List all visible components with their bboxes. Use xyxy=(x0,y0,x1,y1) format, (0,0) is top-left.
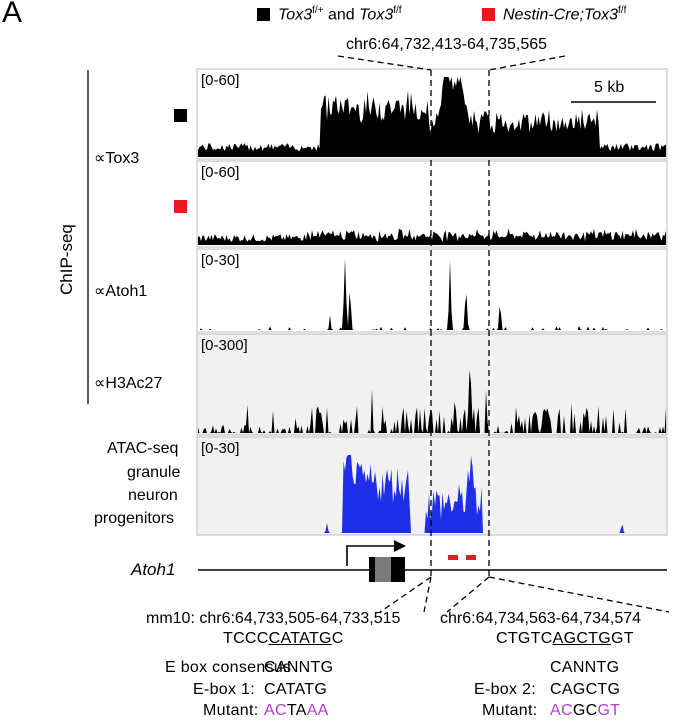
ebox1-mutant-label: Mutant: xyxy=(203,702,259,719)
ebox2-mut-part-2: GC xyxy=(572,702,598,719)
ebox1-seq-prefix: TCCC xyxy=(223,630,269,647)
range-label-h3ac27: [0-300] xyxy=(201,337,248,354)
signal-h3ac27 xyxy=(198,370,666,433)
consensus-motif: CANNTG xyxy=(264,659,334,676)
dashed-region-lines xyxy=(337,55,670,613)
ebox1-label: E-box 1: xyxy=(193,681,255,698)
track-label-atac-4: progenitors xyxy=(94,510,175,527)
mutant-marker xyxy=(174,200,187,213)
track-label-atoh1: ∝Atoh1 xyxy=(94,283,148,300)
ebox2-label: E-box 2: xyxy=(474,681,536,698)
atoh1-gene-model xyxy=(198,540,667,582)
ebox2-mut-part-3: GT xyxy=(597,702,621,719)
ebox2-seq-motif: AGCTG xyxy=(552,630,611,647)
legend-swatch-mutant xyxy=(482,8,495,21)
range-label-tox3-mutant: [0-60] xyxy=(201,164,240,181)
ebox1-sequence: TCCCCATATGC xyxy=(223,630,344,648)
ebox1-mut-part-2: TA xyxy=(286,702,307,719)
legend-mutant-label: Nestin-Cre;Tox3f/f xyxy=(503,5,626,24)
track-label-tox3: ∝Tox3 xyxy=(94,150,140,167)
gene-name-text: Atoh1 xyxy=(131,560,176,579)
legend-genotype-a: Tox3 xyxy=(278,6,313,24)
ebox2-sequence: CTGTCAGCTGGT xyxy=(496,630,634,648)
track-label-atac-3: neuron xyxy=(128,487,178,504)
legend-control-label: Tox3f/+ and Tox3f/f xyxy=(278,5,402,24)
legend-swatch-control xyxy=(257,8,270,21)
ebox1-coordinates: mm10: chr6:64,733,505-64,733,515 xyxy=(146,610,401,627)
signal-tox3-mutant xyxy=(198,228,666,245)
track-frame-tox3-mutant xyxy=(196,160,668,248)
panel-label: A xyxy=(2,0,23,29)
chipseq-group-label: ChIP-seq xyxy=(57,224,76,295)
consensus-label: E box consensus xyxy=(165,659,292,676)
control-marker xyxy=(174,109,187,122)
ebox1-seq-motif: CATATG xyxy=(268,630,332,647)
signal-atac xyxy=(198,455,666,533)
legend-and: and xyxy=(323,6,360,24)
range-label-tox3-control: [0-60] xyxy=(201,72,240,89)
ebox1-mutant-seq: ACTAAA xyxy=(264,702,329,720)
ebox1-mut-part-3: AA xyxy=(306,702,329,719)
ebox2-marker xyxy=(466,555,476,560)
signal-tox3-control xyxy=(198,77,666,157)
track-label-h3ac27: ∝H3Ac27 xyxy=(94,375,163,392)
legend-mutant-sup: f/f xyxy=(618,5,627,16)
consensus-motif-2: CANNTG xyxy=(550,659,620,676)
exon-utr xyxy=(375,557,391,582)
range-label-atac: [0-30] xyxy=(201,440,240,457)
ebox1-motif: CATATG xyxy=(264,681,328,698)
gene-name: Atoh1 xyxy=(131,560,175,580)
ebox1-mut-part-1: AC xyxy=(264,702,287,719)
exon-left-cap xyxy=(369,557,375,582)
range-label-atoh1: [0-30] xyxy=(201,252,240,269)
legend-genotype-a-sup: f/+ xyxy=(312,5,324,16)
track-label-atac-1: ATAC-seq xyxy=(107,440,179,457)
exon-cds xyxy=(391,557,405,582)
ebox2-coordinates: chr6:64,734,563-64,734,574 xyxy=(440,610,642,627)
ebox2-seq-prefix: CTGTC xyxy=(496,630,553,647)
scale-bar-label: 5 kb xyxy=(594,79,625,96)
legend-genotype-b: Tox3 xyxy=(359,6,394,24)
ebox1-seq-suffix: C xyxy=(331,630,344,647)
ebox2-mutant-seq: ACGCGT xyxy=(550,702,620,720)
legend-mutant-genotype: Nestin-Cre;Tox3 xyxy=(503,6,619,24)
tss-arrow xyxy=(346,545,398,566)
region-coordinates: chr6:64,732,413-64,735,565 xyxy=(346,36,548,53)
legend-genotype-b-sup: f/f xyxy=(393,5,402,16)
ebox2-mutant-label: Mutant: xyxy=(482,702,538,719)
ebox2-motif: CAGCTG xyxy=(550,681,621,698)
ebox1-marker xyxy=(448,555,458,560)
track-frame-atoh1 xyxy=(196,248,668,333)
ebox2-mut-part-1: AC xyxy=(550,702,573,719)
ebox2-seq-suffix: GT xyxy=(611,630,634,647)
tss-arrowhead-icon xyxy=(394,540,406,552)
track-label-atac-2: granule xyxy=(127,464,181,481)
